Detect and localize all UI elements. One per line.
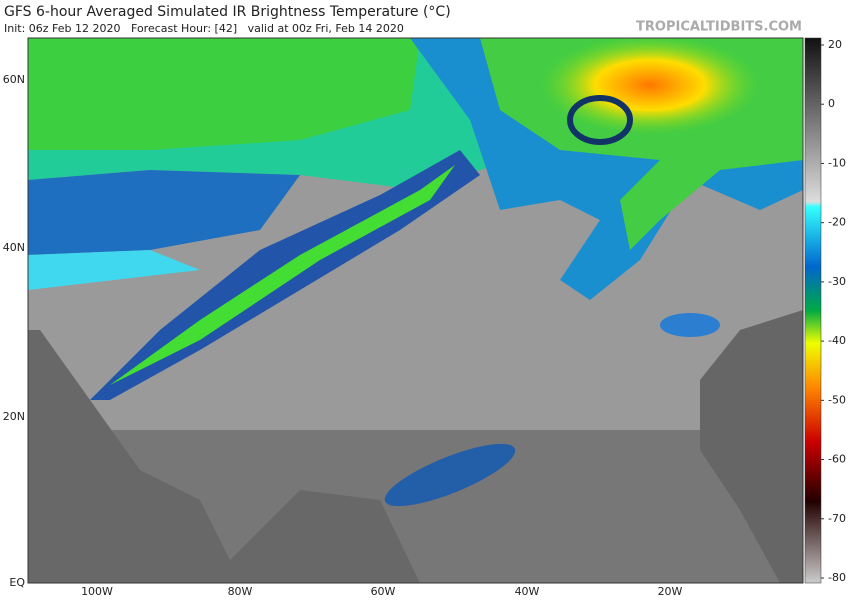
- colorbar-label: 0: [828, 97, 835, 110]
- lon-label: 80W: [228, 585, 253, 598]
- lat-label: EQ: [9, 576, 25, 589]
- colorbar-label: -30: [828, 275, 846, 288]
- colorbar-label: -80: [828, 571, 846, 584]
- labels: 60N 40N 20N EQ 100W 80W 60W 40W 20W 20 0 -10 -20 -30 -…: [3, 38, 846, 598]
- lat-label: 20N: [3, 410, 25, 423]
- colorbar-label: -10: [828, 156, 846, 169]
- subtitle: Init: 06z Feb 12 2020 Forecast Hour: [42…: [4, 22, 404, 35]
- site-name: TROPICALTIDBITS.COM: [636, 20, 802, 35]
- lon-label: 60W: [371, 585, 396, 598]
- lon-label: 20W: [658, 585, 683, 598]
- colorbar-label: -20: [828, 216, 846, 229]
- map: [28, 38, 803, 583]
- lat-label: 60N: [3, 73, 25, 86]
- colorbar-label: -40: [828, 334, 846, 347]
- lon-label: 40W: [515, 585, 540, 598]
- colorbar-label: -60: [828, 453, 846, 466]
- colorbar-label: 20: [828, 38, 842, 51]
- title: GFS 6-hour Averaged Simulated IR Brightn…: [4, 4, 451, 20]
- colorbar-label: -70: [828, 512, 846, 525]
- colorbar: [804, 37, 822, 584]
- colorbar-label: -50: [828, 393, 846, 406]
- lat-label: 40N: [3, 241, 25, 254]
- map-frame: [27, 37, 804, 584]
- lon-label: 100W: [81, 585, 113, 598]
